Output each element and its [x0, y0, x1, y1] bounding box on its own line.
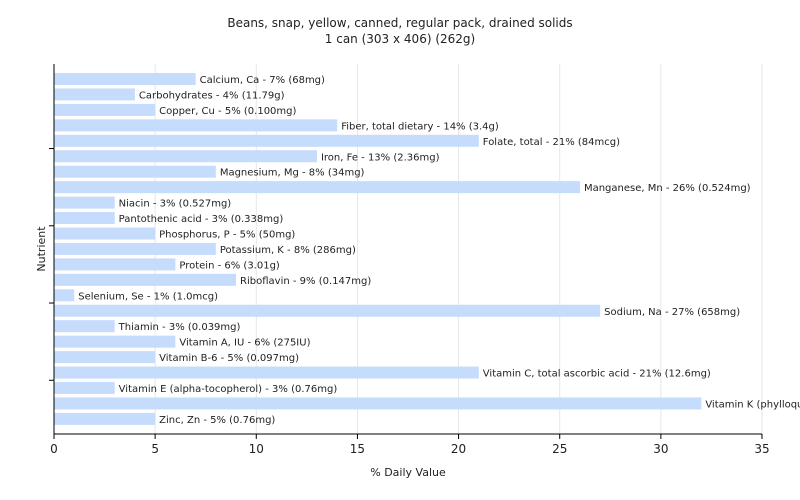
- bar: [54, 335, 176, 348]
- bar: [54, 119, 338, 132]
- x-tick-label: 0: [50, 442, 58, 456]
- bar: [54, 165, 216, 178]
- bar-label: Pantothenic acid - 3% (0.338mg): [119, 214, 284, 225]
- bar: [54, 289, 75, 302]
- bar-label: Vitamin A, IU - 6% (275IU): [179, 338, 310, 349]
- bar: [54, 412, 156, 425]
- bar-label: Vitamin B-6 - 5% (0.097mg): [159, 353, 299, 364]
- bar: [54, 366, 479, 379]
- bar: [54, 273, 237, 286]
- bar: [54, 320, 115, 333]
- x-axis-label: % Daily Value: [370, 466, 446, 479]
- bar-label: Carbohydrates - 4% (11.79g): [139, 90, 285, 101]
- bar: [54, 196, 115, 209]
- bar-label: Fiber, total dietary - 14% (3.4g): [341, 121, 499, 132]
- bar-label: Protein - 6% (3.01g): [179, 260, 280, 271]
- bar-label: Thiamin - 3% (0.039mg): [118, 322, 241, 333]
- x-tick-label: 5: [151, 442, 159, 456]
- bar: [54, 134, 479, 147]
- x-tick-label: 25: [552, 442, 567, 456]
- x-tick-label: 10: [249, 442, 264, 456]
- x-tick-label: 20: [451, 442, 466, 456]
- chart-subtitle: 1 can (303 x 406) (262g): [324, 32, 476, 46]
- bar: [54, 73, 196, 85]
- bar: [54, 212, 115, 225]
- bar-label: Vitamin E (alpha-tocopherol) - 3% (0.76m…: [119, 384, 338, 395]
- bar: [54, 382, 115, 394]
- bar: [54, 304, 601, 317]
- bar: [54, 181, 580, 194]
- bar: [54, 242, 216, 255]
- bar-label: Copper, Cu - 5% (0.100mg): [159, 106, 296, 117]
- x-tick-label: 35: [754, 442, 769, 456]
- bar-label: Calcium, Ca - 7% (68mg): [200, 75, 325, 86]
- bar-label: Iron, Fe - 13% (2.36mg): [321, 152, 440, 163]
- bar: [54, 258, 176, 271]
- bar: [54, 150, 317, 163]
- y-axis-label: Nutrient: [35, 226, 48, 272]
- bar-label: Phosphorus, P - 5% (50mg): [159, 230, 295, 241]
- bar-label: Vitamin C, total ascorbic acid - 21% (12…: [483, 369, 711, 380]
- x-tick-label: 15: [350, 442, 365, 456]
- bar-label: Vitamin K (phylloquinone) - 32% (25.9mcg…: [705, 399, 800, 410]
- bar-label: Potassium, K - 8% (286mg): [220, 245, 356, 256]
- bar: [54, 397, 702, 410]
- bar-label: Selenium, Se - 1% (1.0mcg): [78, 291, 218, 302]
- bar-label: Zinc, Zn - 5% (0.76mg): [159, 415, 275, 426]
- bar-label: Niacin - 3% (0.527mg): [119, 199, 232, 210]
- bar: [54, 103, 156, 116]
- bar-label: Manganese, Mn - 26% (0.524mg): [584, 183, 751, 194]
- bar-label: Magnesium, Mg - 8% (34mg): [220, 168, 365, 179]
- bar-label: Sodium, Na - 27% (658mg): [604, 307, 740, 318]
- chart-title: Beans, snap, yellow, canned, regular pac…: [227, 16, 573, 30]
- bar: [54, 351, 156, 364]
- bar: [54, 227, 156, 240]
- bar-label: Riboflavin - 9% (0.147mg): [240, 276, 371, 287]
- bar-label: Folate, total - 21% (84mcg): [483, 137, 620, 148]
- x-tick-label: 30: [653, 442, 668, 456]
- bar: [54, 88, 135, 101]
